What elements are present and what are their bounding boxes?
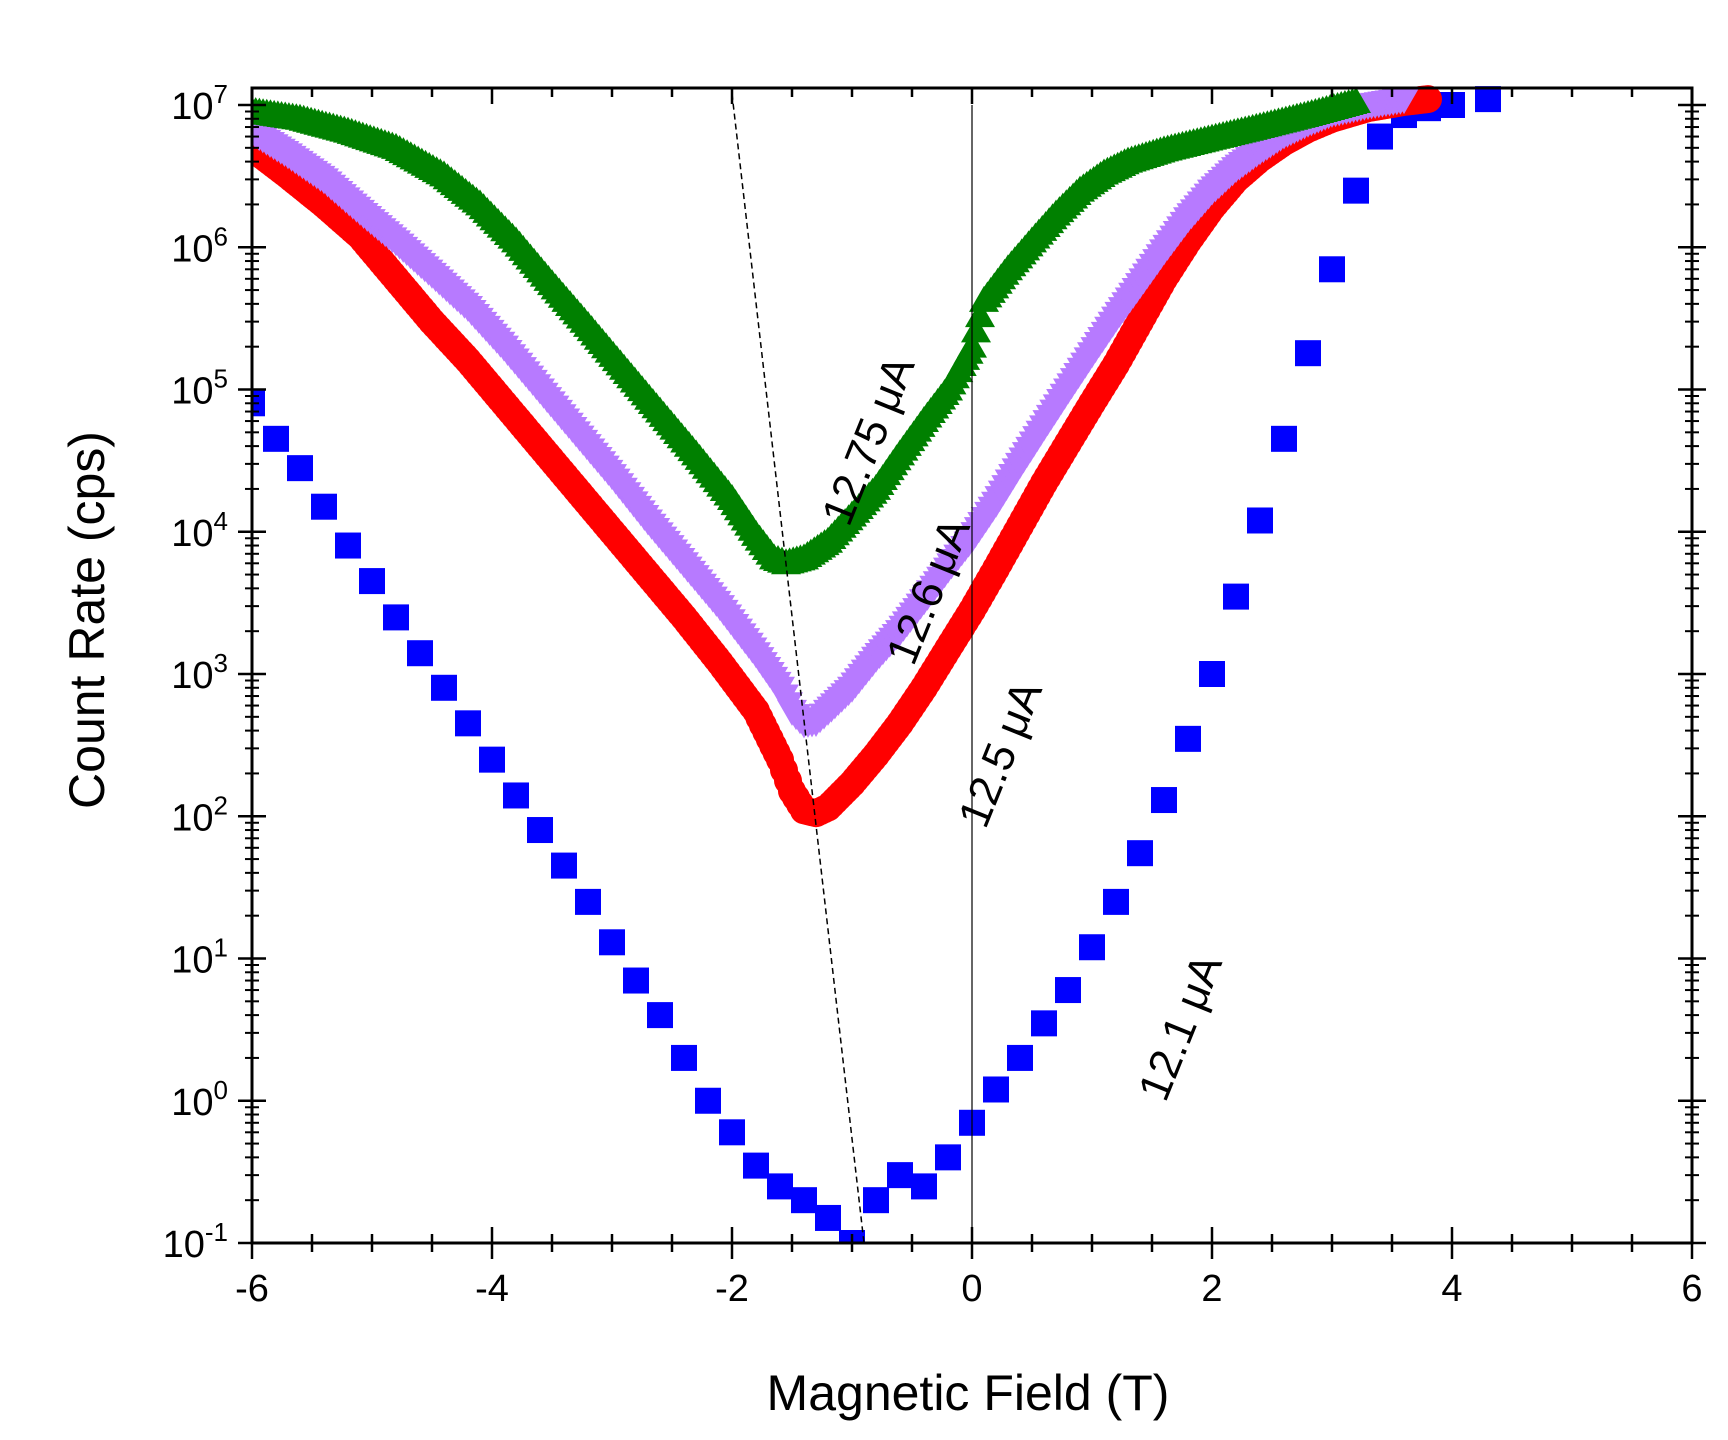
data-point: [1319, 256, 1345, 283]
y-tick-exponent: 2: [214, 790, 228, 820]
data-point: [935, 1144, 961, 1171]
data-layer: [252, 85, 1501, 1243]
data-point: [1341, 86, 1371, 113]
y-tick-base: 10: [163, 1224, 205, 1266]
y-tick-label: 10-1: [163, 1217, 228, 1266]
data-point: [1389, 88, 1419, 115]
y-tick-exponent: 3: [214, 648, 228, 678]
data-point: [671, 1044, 697, 1071]
data-point: [1367, 123, 1393, 150]
data-point: [1007, 1044, 1033, 1071]
data-point: [1247, 507, 1273, 534]
y-tick-label: 104: [171, 506, 228, 555]
data-point: [815, 1204, 841, 1231]
y-tick-base: 10: [171, 655, 213, 697]
data-point: [431, 674, 457, 701]
data-point: [887, 1162, 913, 1189]
data-point: [983, 1076, 1009, 1103]
y-tick-label: 102: [171, 790, 228, 839]
data-point: [1127, 840, 1153, 867]
data-point: [1031, 1010, 1057, 1037]
y-tick-base: 10: [171, 228, 213, 270]
y-tick-base: 10: [171, 86, 213, 128]
data-point: [1271, 425, 1297, 452]
data-point: [1475, 86, 1501, 113]
data-point: [479, 746, 505, 773]
data-point: [311, 493, 337, 520]
x-tick-label: -2: [715, 1268, 749, 1310]
data-point: [599, 929, 625, 956]
y-tick-exponent: -1: [205, 1217, 228, 1247]
reference-lines: [731, 93, 973, 1244]
y-tick-label: 105: [171, 364, 228, 413]
y-tick-label: 103: [171, 648, 228, 697]
data-point: [1175, 725, 1201, 752]
data-point: [359, 568, 385, 595]
data-point: [719, 1119, 745, 1146]
series-12.75-ua: [252, 86, 1371, 575]
y-tick-exponent: 5: [214, 364, 228, 394]
x-axis-label: Magnetic Field (T): [767, 1365, 1170, 1421]
y-tick-exponent: 4: [214, 506, 228, 536]
data-point: [1151, 787, 1177, 814]
data-point: [1103, 888, 1129, 915]
data-point: [695, 1087, 721, 1114]
y-axis-label: Count Rate (cps): [59, 431, 115, 809]
data-point: [383, 604, 409, 631]
y-tick-label: 101: [171, 933, 228, 982]
data-point: [551, 852, 577, 879]
data-point: [863, 1187, 889, 1214]
y-tick-base: 10: [171, 940, 213, 982]
y-tick-exponent: 0: [214, 1075, 228, 1105]
data-point: [1343, 177, 1369, 204]
data-point: [1055, 977, 1081, 1004]
minimum-trend-line: [731, 93, 865, 1244]
y-tick-label: 100: [171, 1075, 228, 1124]
curve-label-12.5-ua: 12.5 μA: [949, 674, 1052, 834]
x-tick-label: -6: [235, 1268, 269, 1310]
y-tick-base: 10: [171, 513, 213, 555]
x-tick-label: -4: [475, 1268, 509, 1310]
y-tick-exponent: 1: [214, 933, 228, 963]
data-point: [1079, 934, 1105, 961]
data-point: [647, 1002, 673, 1029]
data-point: [287, 455, 313, 482]
data-point: [1199, 661, 1225, 687]
data-point: [911, 1173, 937, 1200]
data-point: [1223, 583, 1249, 610]
data-point: [1295, 340, 1321, 367]
data-point: [743, 1152, 769, 1179]
data-point: [503, 782, 529, 809]
y-tick-exponent: 6: [214, 221, 228, 251]
data-point: [791, 1187, 817, 1214]
y-tick-base: 10: [171, 797, 213, 839]
y-tick-exponent: 7: [214, 79, 228, 109]
x-tick-label: 4: [1441, 1268, 1462, 1310]
data-point: [407, 640, 433, 667]
data-point: [455, 710, 481, 737]
data-point: [575, 888, 601, 915]
data-point: [527, 817, 553, 844]
data-point: [263, 425, 289, 452]
x-tick-label: 2: [1201, 1268, 1222, 1310]
y-tick-label: 106: [171, 221, 228, 270]
y-tick-base: 10: [171, 371, 213, 413]
data-point: [623, 967, 649, 994]
x-tick-label: 0: [961, 1268, 982, 1310]
data-point: [767, 1173, 793, 1200]
data-point: [335, 532, 361, 559]
curve-label-12.1-ua: 12.1 μA: [1129, 947, 1232, 1107]
data-point: [961, 316, 991, 343]
y-tick-base: 10: [171, 1082, 213, 1124]
y-tick-label: 107: [171, 79, 228, 128]
data-point: [1414, 85, 1442, 114]
x-tick-label: 6: [1681, 1268, 1702, 1310]
